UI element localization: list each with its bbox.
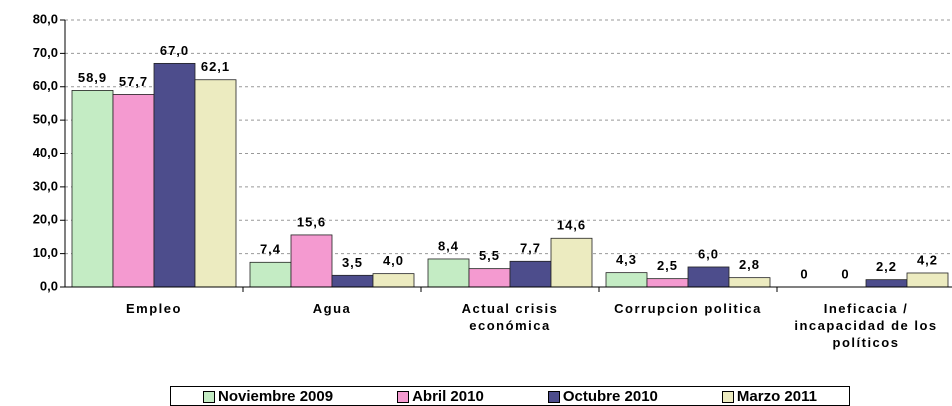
y-tick-label: 10,0 [33,245,58,260]
y-tick-label: 40,0 [33,145,58,160]
legend-item: Marzo 2011 [721,387,817,405]
y-tick-label: 50,0 [33,112,58,127]
bar [372,273,415,288]
bar [468,268,511,288]
legend-item: Octubre 2010 [547,387,658,405]
bar [112,94,155,288]
data-label: 7,4 [260,242,281,257]
bar [249,261,292,288]
bar [509,260,552,288]
bar [194,79,237,288]
data-label: 15,6 [297,214,326,229]
data-label: 67,0 [160,43,189,58]
bar [728,277,771,288]
x-tick-label: Ineficacia / incapacidad de los político… [794,301,938,350]
bar [427,258,470,288]
bar [605,272,648,288]
y-tick-label: 70,0 [33,45,58,60]
bar [687,266,730,288]
x-tick-label: Agua [312,301,352,316]
legend-label: Octubre 2010 [562,387,658,405]
x-tick-label: Actual crisis económica [461,301,559,333]
data-label: 7,7 [520,241,541,256]
y-tick-label: 0,0 [40,278,58,293]
data-label: 6,0 [698,246,719,261]
data-label: 0 [800,266,808,281]
bar [153,62,196,288]
legend-label: Noviembre 2009 [218,387,334,405]
legend-item: Noviembre 2009 [203,388,333,405]
legend-swatch [397,390,410,403]
legend: Noviembre 2009 Abril 2010 Octubre 2010 Marz… [170,386,850,406]
data-label: 4,3 [616,252,637,267]
bar [550,237,593,288]
data-label: 2,2 [876,259,897,274]
legend-swatch [547,390,560,403]
data-label: 3,5 [342,255,363,270]
bar [646,278,689,288]
legend-label: Marzo 2011 [736,387,817,405]
data-label: 5,5 [479,248,500,263]
legend-label: Abril 2010 [412,387,484,405]
bar [865,279,908,288]
bar [906,272,949,288]
legend-swatch [203,390,215,403]
data-label: 14,6 [557,218,586,233]
data-label: 58,9 [78,70,107,85]
x-tick-label: Corrupcion politica [614,301,762,316]
y-tick-label: 60,0 [33,78,58,93]
data-label: 57,7 [119,74,148,89]
data-label: 2,8 [739,257,760,272]
x-tick-label: Empleo [126,301,182,316]
data-label: 4,0 [383,253,404,268]
bar [71,90,114,288]
y-tick-label: 80,0 [33,11,58,26]
data-label: 8,4 [438,238,459,253]
bar [290,234,333,288]
data-label: 4,2 [917,252,938,267]
data-label: 62,1 [201,59,230,74]
y-tick-label: 20,0 [33,212,58,227]
legend-item: Abril 2010 [397,388,484,405]
bar [331,274,374,288]
y-tick-label: 30,0 [33,178,58,193]
data-label: 0 [841,266,849,281]
legend-swatch [721,390,734,403]
data-label: 2,5 [657,258,678,273]
